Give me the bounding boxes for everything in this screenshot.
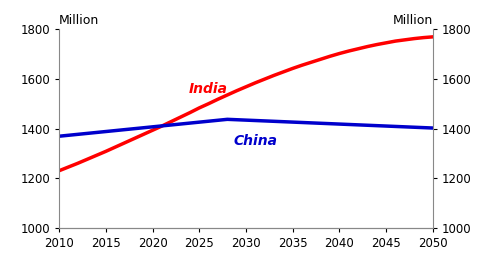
Text: Million: Million xyxy=(59,14,99,27)
Text: India: India xyxy=(189,82,228,96)
Text: Million: Million xyxy=(393,14,433,27)
Text: China: China xyxy=(233,134,277,148)
